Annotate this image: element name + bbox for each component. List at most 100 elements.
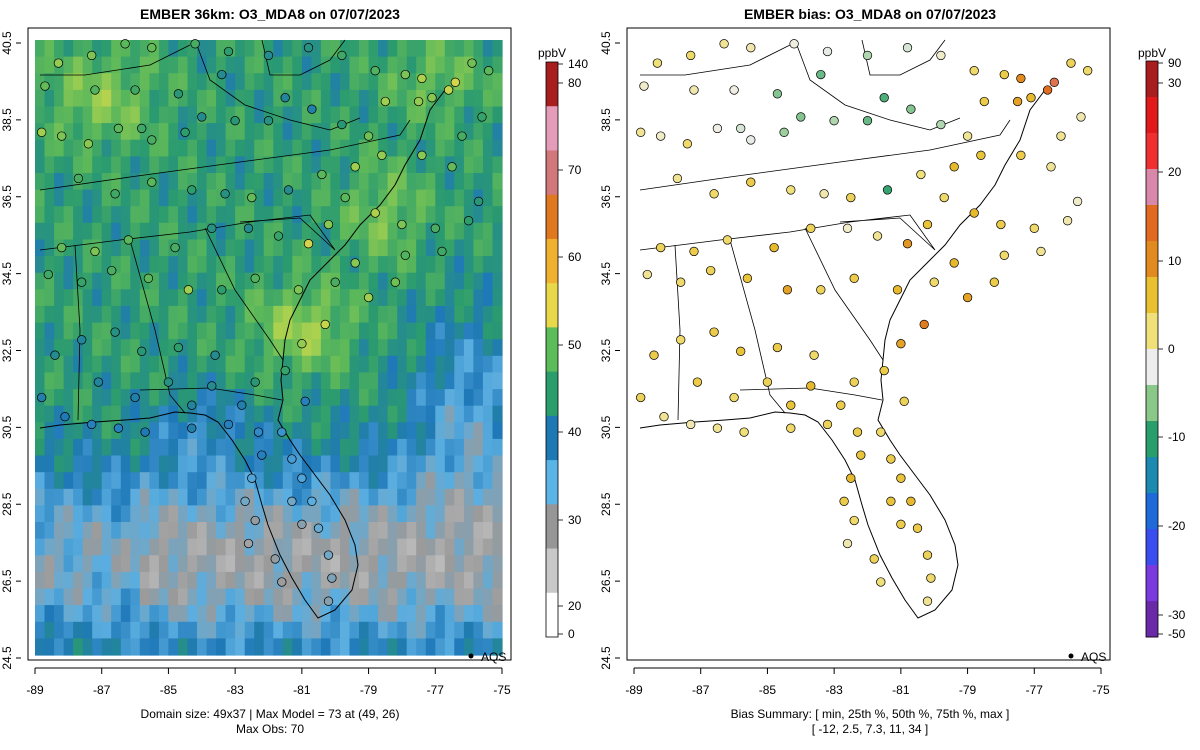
grid-cell	[216, 73, 227, 91]
grid-cell	[454, 40, 465, 58]
grid-cell	[397, 272, 408, 290]
grid-cell	[225, 621, 236, 639]
station-marker	[163, 377, 174, 387]
station-marker	[842, 538, 853, 549]
grid-cell	[463, 256, 474, 274]
grid-cell	[101, 605, 112, 623]
grid-cell	[435, 555, 446, 573]
grid-cell	[330, 505, 341, 523]
grid-cell	[359, 455, 370, 473]
grid-cell	[149, 305, 160, 324]
grid-cell	[254, 405, 265, 423]
grid-cell	[168, 123, 179, 141]
grid-cell	[416, 56, 427, 74]
grid-cell	[63, 56, 74, 74]
station-marker	[197, 112, 207, 122]
grid-cell	[473, 139, 484, 157]
grid-cell	[63, 106, 74, 124]
grid-cell	[273, 405, 284, 423]
grid-cell	[416, 438, 427, 457]
grid-cell	[349, 173, 360, 191]
station-marker	[656, 242, 666, 253]
colorbar-frame	[545, 61, 559, 638]
y-tick-label: 36.5	[599, 185, 613, 209]
grid-cell	[130, 488, 141, 506]
grid-cell	[473, 438, 484, 457]
grid-cell	[82, 405, 93, 423]
station-marker	[842, 223, 853, 233]
grid-cell	[416, 222, 427, 240]
grid-cell	[149, 638, 160, 656]
grid-cell	[282, 256, 293, 274]
grid-cell	[158, 222, 169, 240]
station-marker	[207, 223, 217, 233]
grid-cell	[158, 289, 169, 307]
grid-cell	[340, 522, 351, 540]
grid-cell	[187, 322, 198, 340]
grid-cell	[435, 538, 446, 556]
grid-cell	[206, 555, 217, 573]
grid-cell	[149, 139, 160, 157]
grid-cell	[235, 405, 246, 423]
grid-cell	[168, 405, 179, 423]
grid-cell	[73, 621, 84, 639]
grid-cell	[101, 123, 112, 141]
grid-cell	[301, 405, 312, 423]
grid-cell	[82, 73, 93, 91]
grid-cell	[101, 89, 112, 108]
grid-cell	[101, 621, 112, 639]
grid-cell	[320, 40, 331, 58]
grid-cell	[292, 206, 303, 224]
grid-cell	[92, 571, 103, 590]
grid-cell	[406, 522, 417, 540]
grid-cell	[387, 472, 398, 490]
grid-cell	[320, 372, 331, 390]
grid-cell	[387, 123, 398, 141]
grid-cell	[282, 222, 293, 240]
grid-cell	[44, 389, 55, 407]
grid-cell	[292, 372, 303, 390]
grid-cell	[368, 638, 379, 656]
station-marker	[722, 235, 733, 245]
grid-cell	[111, 206, 122, 224]
grid-cell	[178, 289, 189, 307]
grid-cell	[44, 372, 55, 390]
grid-cell	[292, 123, 303, 141]
grid-cell	[444, 638, 455, 656]
grid-cell	[149, 123, 160, 141]
grid-cell	[216, 621, 227, 639]
grid-cell	[378, 571, 389, 590]
station-marker	[809, 350, 819, 360]
grid-cell	[397, 571, 408, 590]
grid-cell	[92, 339, 103, 357]
station-marker	[427, 93, 437, 103]
grid-cell	[368, 272, 379, 290]
grid-cell	[473, 389, 484, 407]
grid-cell	[35, 206, 46, 224]
grid-cell	[378, 555, 389, 573]
grid-cell	[492, 571, 503, 590]
grid-cell	[454, 206, 465, 224]
station-marker	[40, 81, 50, 91]
grid-cell	[197, 189, 208, 207]
grid-cell	[320, 123, 331, 141]
grid-cell	[44, 488, 55, 506]
grid-cell	[206, 422, 217, 440]
grid-cell	[378, 505, 389, 523]
grid-cell	[425, 123, 436, 141]
station-marker	[676, 335, 686, 345]
grid-cell	[463, 239, 474, 257]
grid-cell	[416, 189, 427, 207]
grid-cell	[320, 355, 331, 373]
grid-cell	[387, 289, 398, 307]
grid-cell	[349, 106, 360, 124]
grid-cell	[397, 538, 408, 556]
grid-cell	[168, 289, 179, 307]
grid-cell	[254, 106, 265, 124]
grid-cell	[54, 339, 65, 357]
grid-cell	[178, 638, 189, 656]
colorbar-swatch	[1146, 205, 1158, 242]
grid-cell	[330, 56, 341, 74]
grid-cell	[463, 305, 474, 324]
